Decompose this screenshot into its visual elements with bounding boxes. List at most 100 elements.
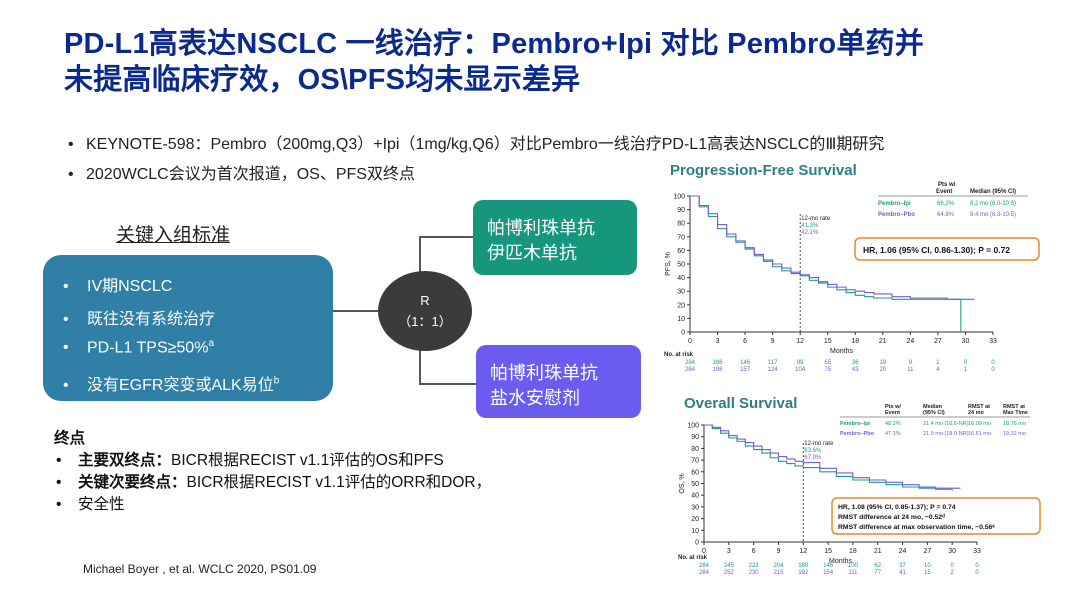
bullet-glyph: • [63,377,69,394]
y-tick-label: 100 [687,423,699,430]
y-tick-label: 10 [691,528,699,535]
connector-line [419,237,421,272]
at-risk-value: 0 [975,563,979,569]
randomization-label: R [420,293,430,308]
x-tick-label: 24 [906,338,914,345]
randomization-ratio: （1：1） [398,314,452,329]
legend-header: Median [923,404,943,410]
os-title: Overall Survival [684,395,798,412]
legend-header: Event [936,189,952,195]
x-tick-label: 30 [962,338,970,345]
os-panel: Overall Survival 0 10 20 30 40 50 60 70 80 90 100 0… [660,392,1060,588]
connector-line [333,310,379,312]
slide-title: PD-L1高表达NSCLC 一线治疗：Pembro+Ipi 对比 Pembro单… [64,26,1054,98]
landmark-label: 12-mo rate [801,216,831,222]
at-risk-value: 104 [795,367,806,373]
at-risk-value: 1 [936,360,940,366]
legend-header: Median (95% CI) [970,189,1016,195]
at-risk-value: 4 [936,367,940,373]
x-tick-label: 12 [799,548,807,555]
y-tick-label: 40 [677,275,685,282]
y-tick-label: 100 [673,194,685,201]
arm-pembro-ipi: 帕博利珠单抗 伊匹木单抗 [473,200,637,275]
at-risk-value: 11 [907,367,914,373]
arm-label: 帕博利珠单抗 [487,218,595,238]
survival-curve [704,424,953,491]
at-risk-value: 2 [951,570,955,576]
y-tick-label: 20 [691,516,699,523]
at-risk-value: 100 [848,563,859,569]
criteria-text: 既往没有系统治疗 [87,311,216,328]
landmark-value: 67.9% [804,455,822,461]
at-risk-value: 157 [740,367,751,373]
at-risk-value: 180 [798,563,809,569]
legend-header: (95% CI) [923,410,945,416]
at-risk-value: 284 [699,570,710,576]
endpoints-section: 终点 主要双终点：BICR根据RECIST v1.1评估的OS和PFS 关键次要… [54,428,594,516]
arm-label: 伊匹木单抗 [487,243,577,263]
at-risk-value: 186 [713,360,724,366]
x-tick-label: 33 [973,548,981,555]
hr-box [854,237,1040,261]
secondary-endpoint: 关键次要终点：BICR根据RECIST v1.1评估的ORR和DOR， [54,472,594,494]
slide-title-line1: PD-L1高表达NSCLC 一线治疗：Pembro+Ipi 对比 Pembro单… [64,28,924,60]
criteria-footnote: b [273,375,280,387]
legend-header: RMST at [1003,404,1025,410]
at-risk-value: 284 [685,360,696,366]
x-tick-label: 6 [752,548,756,555]
bullet-glyph: • [63,278,69,295]
x-tick-label: 33 [989,338,997,345]
x-tick-label: 3 [727,548,731,555]
survival-curve [704,424,961,489]
y-tick-label: 0 [695,540,699,547]
y-tick-label: 10 [677,316,685,323]
secondary-endpoint-cont: 安全性 [54,494,594,516]
y-axis-label: PFS, % [665,252,672,276]
legend-header: 24 mo [968,410,985,416]
legend-median: 8.4 mo (6.3-10.5) [970,212,1016,218]
at-risk-value: 252 [724,570,735,576]
stats-line: RMST difference at 24 mo, −0.52ᵈ [838,514,945,521]
at-risk-value: 41 [899,570,906,576]
connector-line [419,350,421,384]
x-tick-label: 0 [688,338,692,345]
criteria-text: IV期NSCLC [87,278,173,295]
intro-bullets: KEYNOTE-598：Pembro（200mg,Q3）+Ipi（1mg/kg,… [64,130,884,190]
at-risk-value: 37 [899,563,906,569]
at-risk-value: 89 [797,360,804,366]
primary-endpoint-text: BICR根据RECIST v1.1评估的OS和PFS [171,452,444,469]
at-risk-value: 245 [724,563,735,569]
criteria-item: • 既往没有系统治疗 [63,305,215,329]
criteria-box: • IV期NSCLC • 既往没有系统治疗 • PD-L1 TPS≥50%a • 没有E… [43,255,333,401]
y-tick-label: 30 [691,504,699,511]
arm-label: 帕博利珠单抗 [490,363,598,383]
x-tick-label: 0 [702,548,706,555]
legend-event-pct: 64.8% [937,212,955,218]
at-risk-value: 198 [713,367,724,373]
landmark-label: 12-mo rate [804,441,834,447]
legend-series-name: Pembro–Pbo [840,431,875,437]
landmark-value: 63.6% [804,448,822,454]
legend-series-name: Pembro–Pbo [878,212,915,218]
criteria-item: • 没有EGFR突变或ALK易位b [63,371,279,395]
criteria-title: 关键入组标准 [116,225,231,246]
arm-label: 盐水安慰剂 [490,388,580,408]
legend-median: 8.2 mo (6.0-10.5) [970,201,1016,207]
at-risk-value: 10 [924,563,931,569]
survival-curve [690,195,962,332]
secondary-endpoint-text: 安全性 [78,496,125,513]
at-risk-value: 0 [951,563,955,569]
endpoints-heading: 终点 [54,430,86,447]
legend-event-pct: 47.3% [885,431,901,437]
x-axis-label: Months [829,558,852,565]
x-tick-label: 15 [824,338,832,345]
criteria-footnote: a [208,338,214,349]
x-tick-label: 9 [771,338,775,345]
primary-endpoint: 主要双终点：BICR根据RECIST v1.1评估的OS和PFS [54,450,594,472]
x-tick-label: 24 [899,548,907,555]
x-axis-label: Months [830,348,853,355]
at-risk-value: 62 [874,563,881,569]
legend-series-name: Pembro–Ipi [878,201,911,207]
stats-line: HR, 1.08 (95% CI, 0.85-1.37); P = 0.74 [838,504,956,511]
